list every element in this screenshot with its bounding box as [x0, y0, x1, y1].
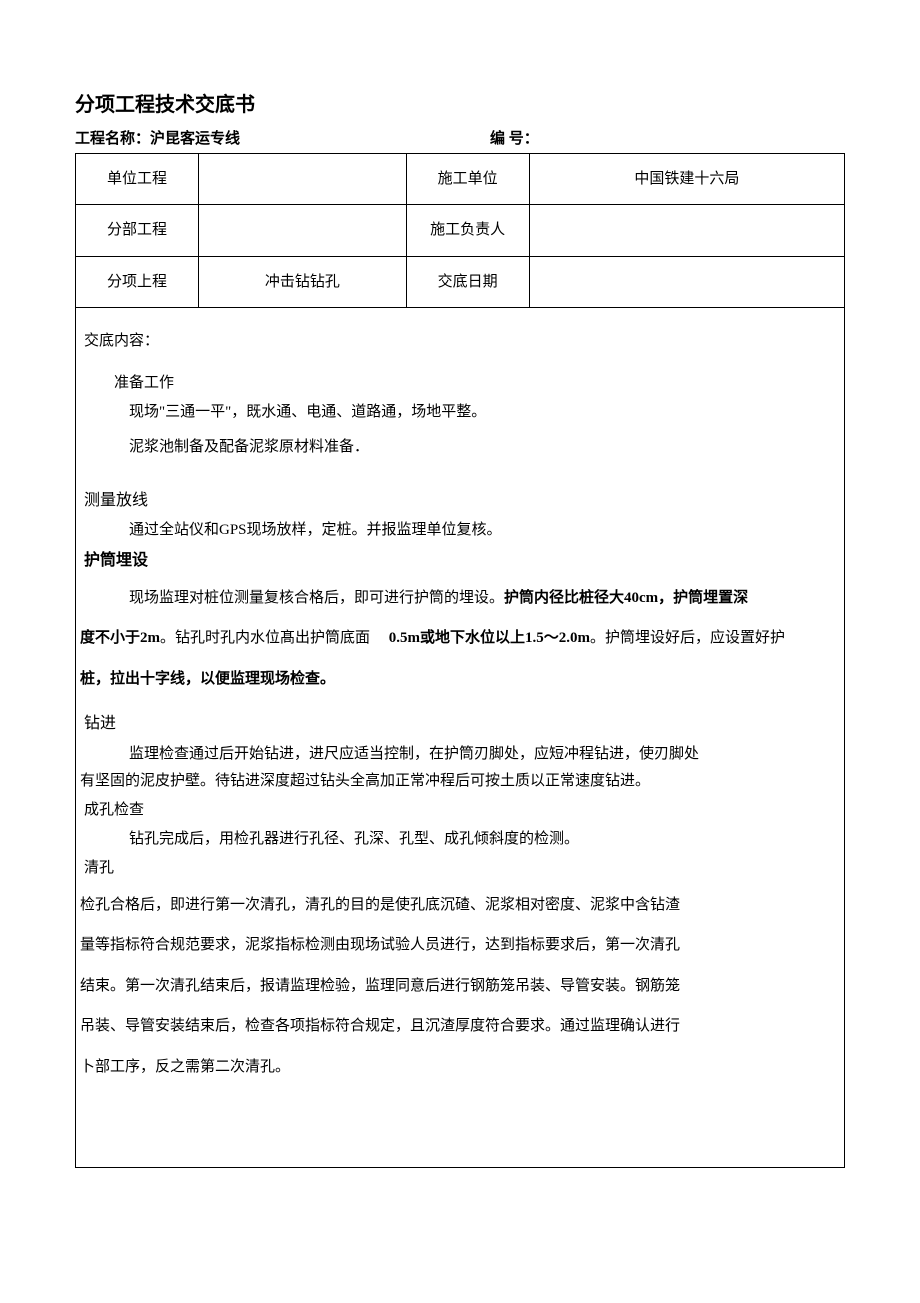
- project-label: 工程名称：: [75, 131, 150, 147]
- hole-line-1: 钻孔完成后，用检孔器进行孔径、孔深、孔型、成孔倾斜度的检测。: [76, 826, 844, 853]
- document-title: 分项工程技术交底书: [75, 90, 845, 120]
- survey-title: 测量放线: [76, 484, 844, 518]
- cell-date-value: [529, 256, 844, 308]
- clean-line-3: 结束。第一次清孔结束后，报请监理检验，监理同意后进行钢筋笼吊装、导管安装。钢筋笼: [76, 966, 844, 1007]
- casing-text-2a: 度不小于2m: [80, 630, 160, 646]
- hole-title: 成孔检查: [76, 795, 844, 827]
- casing-para-2: 度不小于2m。钻孔时孔内水位髙出护筒底面 0.5m或地下水位以上1.5～2.0m…: [76, 618, 844, 659]
- clean-line-1: 检孔合格后，即进行第一次清孔，清孔的目的是使孔底沉碴、泥浆相对密度、泥浆中含钻渣: [76, 885, 844, 926]
- cell-responsible-value: [529, 205, 844, 257]
- drill-title: 钻进: [76, 707, 844, 741]
- prep-title: 准备工作: [76, 368, 844, 400]
- drill-line-1: 监理检查通过后开始钻进，进尺应适当控制，在护筒刃脚处，应短冲程钻进，使刃脚处: [76, 741, 844, 768]
- clean-title: 清孔: [76, 853, 844, 885]
- casing-text-2d: 。护筒埋设好后，应设置好护: [590, 630, 785, 646]
- prep-line-1: 现场"三通一平"，既水通、电通、道路通，场地平整。: [76, 399, 844, 426]
- clean-line-4: 吊装、导管安装结束后，检查各项指标符合规定，且沉渣厚度符合要求。通过监理确认进行: [76, 1006, 844, 1047]
- cell-responsible-label: 施工负责人: [406, 205, 529, 257]
- cell-item-project-label: 分项上程: [76, 256, 199, 308]
- drill-line-2: 有坚固的泥皮护壁。待钻进深度超过钻头全高加正常冲程后可按土质以正常速度钻进。: [76, 768, 844, 795]
- project-name: 沪昆客运专线: [150, 131, 240, 147]
- casing-text-1a: 现场监理对桩位测量复核合格后，即可进行护筒的埋设。: [129, 590, 504, 606]
- cell-construction-unit-label: 施工单位: [406, 153, 529, 205]
- table-row: 分部工程 施工负责人: [76, 205, 845, 257]
- cell-unit-project-label: 单位工程: [76, 153, 199, 205]
- project-name-field: 工程名称：沪昆客运专线: [75, 128, 430, 151]
- casing-para-3: 桩，拉出十字线，以便监理现场检查。: [76, 659, 844, 700]
- cell-sub-project-label: 分部工程: [76, 205, 199, 257]
- cell-date-label: 交底日期: [406, 256, 529, 308]
- casing-para-1: 现场监理对桩位测量复核合格后，即可进行护筒的埋设。护筒内径比桩径大40cm，护筒…: [76, 578, 844, 619]
- number-label: 编 号：: [490, 131, 539, 147]
- cell-sub-project-value: [199, 205, 407, 257]
- number-field: 编 号：: [430, 128, 845, 151]
- survey-line-1: 通过全站仪和GPS现场放样，定桩。并报监理单位复核。: [76, 517, 844, 544]
- casing-text-1b: 护筒内径比桩径大40cm，护筒埋置深: [504, 590, 748, 606]
- casing-title: 护筒埋设: [76, 544, 844, 578]
- casing-text-2c: 0.5m或地下水位以上1.5～2.0m: [389, 630, 590, 646]
- clean-line-2: 量等指标符合规范要求，泥浆指标检测由现场试验人员进行，达到指标要求后，第一次清孔: [76, 925, 844, 966]
- prep-line-2: 泥浆池制备及配备泥浆原材料准备．: [76, 432, 844, 464]
- clean-line-5: 卜部工序，反之需第二次清孔。: [76, 1047, 844, 1088]
- cell-construction-unit-value: 中国铁建十六局: [529, 153, 844, 205]
- casing-text-2b: 。钻孔时孔内水位髙出护筒底面: [160, 630, 370, 646]
- cell-unit-project-value: [199, 153, 407, 205]
- table-row: 分项上程 冲击钻钻孔 交底日期: [76, 256, 845, 308]
- table-row: 单位工程 施工单位 中国铁建十六局: [76, 153, 845, 205]
- content-header: 交底内容：: [76, 326, 844, 358]
- cell-item-project-value: 冲击钻钻孔: [199, 256, 407, 308]
- content-box: 交底内容： 准备工作 现场"三通一平"，既水通、电通、道路通，场地平整。 泥浆池…: [75, 308, 845, 1168]
- meta-row: 工程名称：沪昆客运专线 编 号：: [75, 128, 845, 151]
- info-table: 单位工程 施工单位 中国铁建十六局 分部工程 施工负责人 分项上程 冲击钻钻孔 …: [75, 153, 845, 309]
